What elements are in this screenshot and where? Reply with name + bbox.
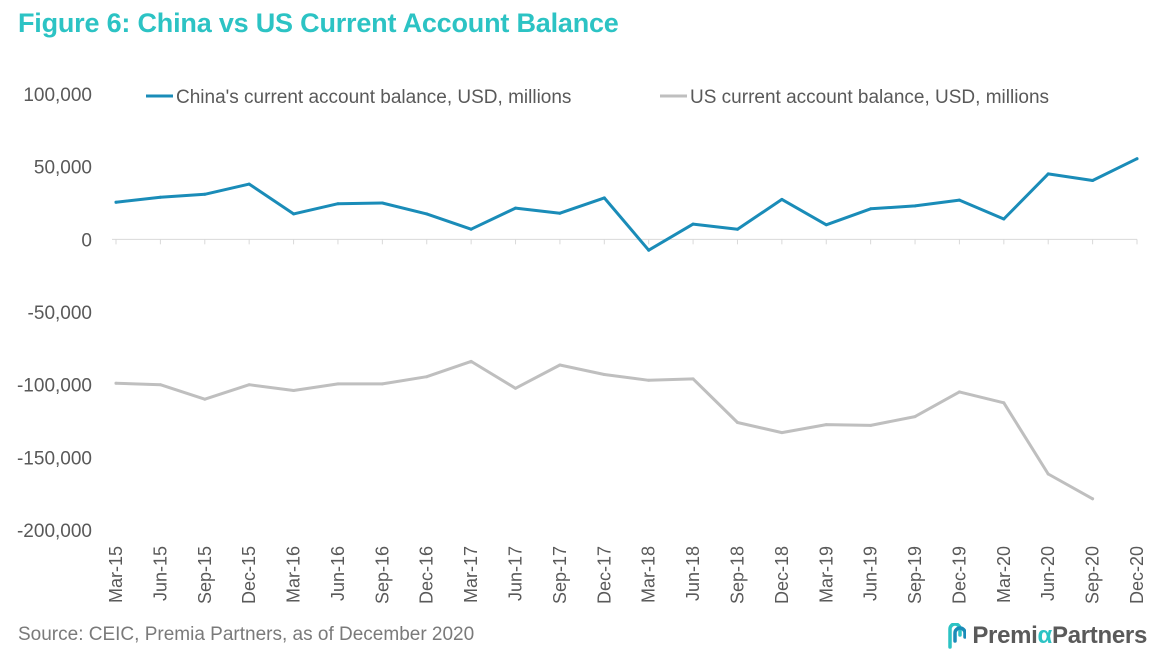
- us-data-point: [158, 383, 162, 387]
- china-data-point: [558, 211, 562, 215]
- us-data-point: [957, 390, 961, 394]
- source-note: Source: CEIC, Premia Partners, as of Dec…: [18, 624, 475, 645]
- x-tick-label: Jun-19: [861, 546, 881, 601]
- china-data-point: [425, 212, 429, 216]
- us-data-point: [114, 381, 118, 385]
- x-tick-label: Mar-16: [284, 546, 304, 603]
- china-data-point: [957, 198, 961, 202]
- logo-text: PremiαPartners: [972, 622, 1147, 649]
- china-data-point: [203, 192, 207, 196]
- y-tick-label: 50,000: [34, 158, 92, 179]
- china-data-point: [114, 200, 118, 204]
- x-tick-label: Dec-18: [772, 546, 792, 604]
- us-data-point: [647, 378, 651, 382]
- y-tick-label: -50,000: [28, 303, 92, 324]
- x-tick-label: Dec-17: [594, 546, 614, 604]
- x-tick-label: Dec-20: [1127, 546, 1147, 604]
- x-tick-label: Sep-16: [372, 546, 392, 604]
- logo-icon: [948, 623, 967, 649]
- x-tick-label: Mar-17: [461, 546, 481, 603]
- x-tick-label: Sep-17: [550, 546, 570, 604]
- us-series-line: [114, 359, 1095, 501]
- china-legend-label: China's current account balance, USD, mi…: [176, 87, 571, 108]
- us-data-point: [824, 423, 828, 427]
- china-data-point: [913, 204, 917, 208]
- china-data-point: [602, 196, 606, 200]
- us-data-point: [292, 389, 296, 392]
- x-tick-label: Dec-16: [417, 546, 437, 604]
- x-tick-label: Jun-18: [683, 546, 703, 601]
- x-tick-label: Sep-19: [905, 546, 925, 604]
- us-data-point: [913, 415, 917, 419]
- x-tick-label: Dec-19: [949, 546, 969, 604]
- us-data-point: [780, 431, 784, 435]
- x-tick-label: Jun-16: [328, 546, 348, 601]
- china-data-point: [247, 182, 251, 186]
- us-data-point: [380, 382, 384, 386]
- x-tick-label: Sep-15: [195, 546, 215, 604]
- y-tick-label: -100,000: [17, 376, 92, 397]
- china-data-point: [1002, 217, 1006, 221]
- us-data-point: [1002, 401, 1006, 405]
- y-tick-label: 100,000: [23, 85, 92, 106]
- china-data-point: [380, 201, 384, 205]
- us-data-point: [203, 397, 207, 401]
- us-data-point: [691, 377, 695, 381]
- us-data-point: [1091, 497, 1095, 501]
- x-tick-label: Sep-18: [727, 546, 747, 604]
- china-data-point: [647, 248, 651, 252]
- x-tick-label: Mar-20: [994, 546, 1014, 603]
- us-data-point: [558, 363, 562, 367]
- us-data-point: [469, 359, 473, 363]
- y-tick-label: 0: [81, 230, 92, 251]
- us-data-point: [736, 421, 739, 424]
- x-tick-label: Jun-20: [1038, 546, 1058, 601]
- china-data-point: [824, 223, 828, 227]
- china-data-point: [469, 227, 473, 231]
- us-data-point: [247, 383, 251, 387]
- chart-title: Figure 6: China vs US Current Account Ba…: [18, 8, 619, 38]
- china-data-point: [736, 227, 739, 231]
- us-data-point: [425, 375, 429, 379]
- x-tick-label: Mar-15: [106, 546, 126, 603]
- x-tick-label: Jun-15: [150, 546, 170, 601]
- y-tick-label: -200,000: [17, 521, 92, 542]
- us-legend-label: US current account balance, USD, million…: [690, 87, 1049, 108]
- china-series-line: [114, 157, 1139, 252]
- china-data-point: [1046, 172, 1050, 176]
- china-data-point: [336, 202, 340, 206]
- us-data-point: [336, 382, 340, 386]
- china-data-point: [869, 207, 873, 211]
- china-data-point: [691, 222, 695, 226]
- x-tick-label: Jun-17: [506, 546, 526, 601]
- premia-partners-logo: PremiαPartners: [946, 622, 1147, 650]
- us-data-point: [869, 423, 873, 427]
- china-data-point: [1091, 179, 1095, 182]
- china-data-point: [780, 197, 784, 201]
- x-tick-label: Sep-20: [1083, 546, 1103, 604]
- x-tick-label: Mar-19: [816, 546, 836, 603]
- x-tick-label: Mar-18: [639, 546, 659, 603]
- us-data-point: [514, 386, 517, 390]
- china-data-point: [514, 206, 517, 210]
- china-data-point: [158, 195, 162, 199]
- x-tick-label: Dec-15: [239, 546, 259, 604]
- y-tick-label: -150,000: [17, 448, 92, 469]
- us-data-point: [1046, 472, 1050, 476]
- china-data-point: [292, 212, 296, 216]
- us-data-point: [602, 373, 606, 376]
- china-data-point: [1135, 157, 1139, 161]
